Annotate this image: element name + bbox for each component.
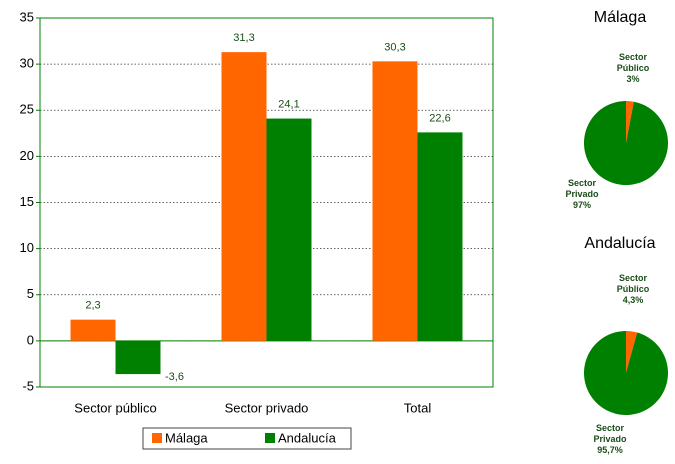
pie-label: Sector Público 3% xyxy=(608,52,658,85)
pie-label: Sector Privado 97% xyxy=(557,178,607,211)
x-tick-label: Total xyxy=(404,400,432,415)
value-label: 31,3 xyxy=(233,32,254,44)
legend-label: Andalucía xyxy=(278,430,337,445)
value-label: 24,1 xyxy=(278,98,299,110)
legend-box xyxy=(142,427,352,450)
pie-value: 4,3% xyxy=(622,295,644,305)
bar xyxy=(266,118,312,341)
pie-slice xyxy=(626,101,634,143)
y-tick-label: 0 xyxy=(27,332,34,347)
bar xyxy=(372,61,418,341)
pie-category: Sector Privado xyxy=(565,178,599,199)
value-label: -3,6 xyxy=(165,371,184,383)
legend: Málaga Andalucía xyxy=(142,427,352,450)
pie-label: Sector Público 4,3% xyxy=(608,273,658,306)
legend-swatch xyxy=(152,433,162,443)
bar xyxy=(115,340,161,375)
value-label: 30,3 xyxy=(384,41,405,53)
y-tick-label: 20 xyxy=(20,148,34,163)
y-tick-label: 35 xyxy=(20,9,34,24)
pie-category: Sector Privado xyxy=(593,423,627,444)
pie-value: 3% xyxy=(626,74,640,84)
pie-title: Málaga xyxy=(594,9,647,26)
legend-swatch xyxy=(265,433,275,443)
pie-category: Sector Público xyxy=(616,273,650,294)
y-tick-label: 15 xyxy=(20,194,34,209)
pie-slice xyxy=(626,331,638,373)
pie-slice xyxy=(584,101,669,186)
y-tick-label: 5 xyxy=(27,286,34,301)
pie-slice xyxy=(583,331,668,415)
pie-value: 97% xyxy=(572,200,591,210)
y-tick-label: 30 xyxy=(20,56,34,71)
x-tick-label: Sector privado xyxy=(225,400,309,415)
pie-title: Andalucía xyxy=(584,235,655,252)
pie-value: 95,7% xyxy=(597,445,623,455)
pie-label: Sector Privado 95,7% xyxy=(585,423,635,456)
value-label: 2,3 xyxy=(85,300,100,312)
value-label: 22,6 xyxy=(429,112,450,124)
plot-border xyxy=(39,17,494,388)
pie-category: Sector Público xyxy=(616,52,650,73)
bar xyxy=(417,132,463,341)
y-tick-label: 10 xyxy=(20,240,34,255)
bar xyxy=(221,52,267,341)
y-tick-label: 25 xyxy=(20,102,34,117)
x-tick-label: Sector público xyxy=(74,400,156,415)
legend-label: Málaga xyxy=(165,430,208,445)
y-tick-label: -5 xyxy=(22,378,34,393)
bar xyxy=(70,319,116,341)
